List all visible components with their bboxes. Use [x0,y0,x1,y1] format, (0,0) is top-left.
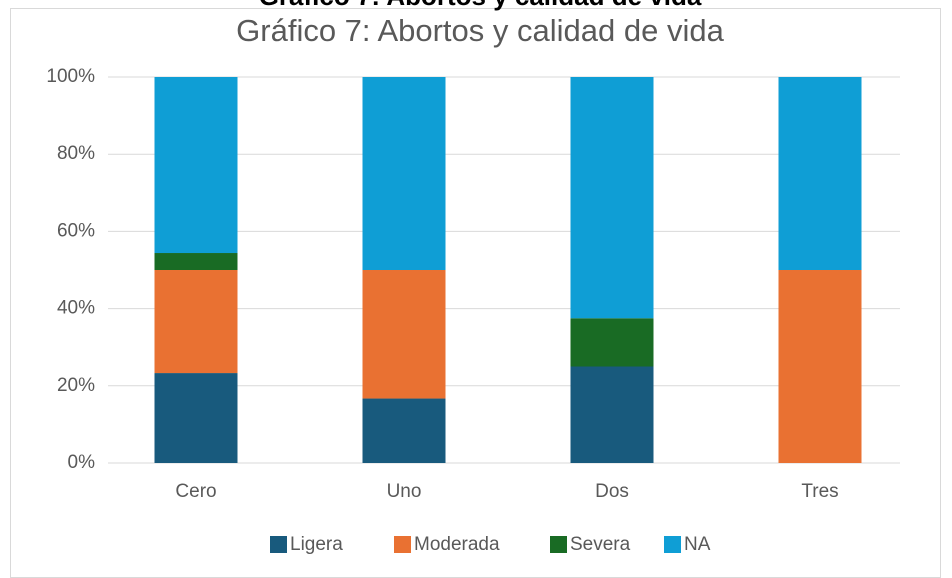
x-tick-label: Uno [387,481,422,502]
legend-swatch [270,536,287,553]
bar-segment [570,77,654,319]
bar-segment [570,318,654,367]
bar-segment [154,253,238,270]
bar-segment [154,270,238,374]
bar-segment [778,77,862,270]
bar-segment [778,270,862,463]
bar-segment [570,366,654,463]
x-tick-label: Tres [801,481,838,502]
chart-title: Gráfico 7: Abortos y calidad de vida [236,13,724,48]
y-tick-label: 20% [57,375,95,396]
legend-swatch [394,536,411,553]
y-tick-label: 100% [46,66,95,87]
bar-segment [154,373,238,463]
legend-swatch [550,536,567,553]
legend-label: Moderada [414,534,500,555]
bar-segment [362,77,446,270]
y-tick-label: 0% [68,452,96,473]
legend-label: Severa [570,534,631,555]
legend-swatch [664,536,681,553]
bar-segment [362,270,446,399]
y-tick-label: 40% [57,298,95,319]
x-tick-label: Dos [595,481,629,502]
legend-label: NA [684,534,711,555]
legend-label: Ligera [290,534,343,555]
bar-segment [362,398,446,463]
caption: Gráfico 7: Abortos y calidad de vida [259,0,702,11]
bar-segment [154,77,238,254]
y-tick-label: 60% [57,220,95,241]
x-tick-label: Cero [175,481,216,502]
y-tick-label: 80% [57,143,95,164]
